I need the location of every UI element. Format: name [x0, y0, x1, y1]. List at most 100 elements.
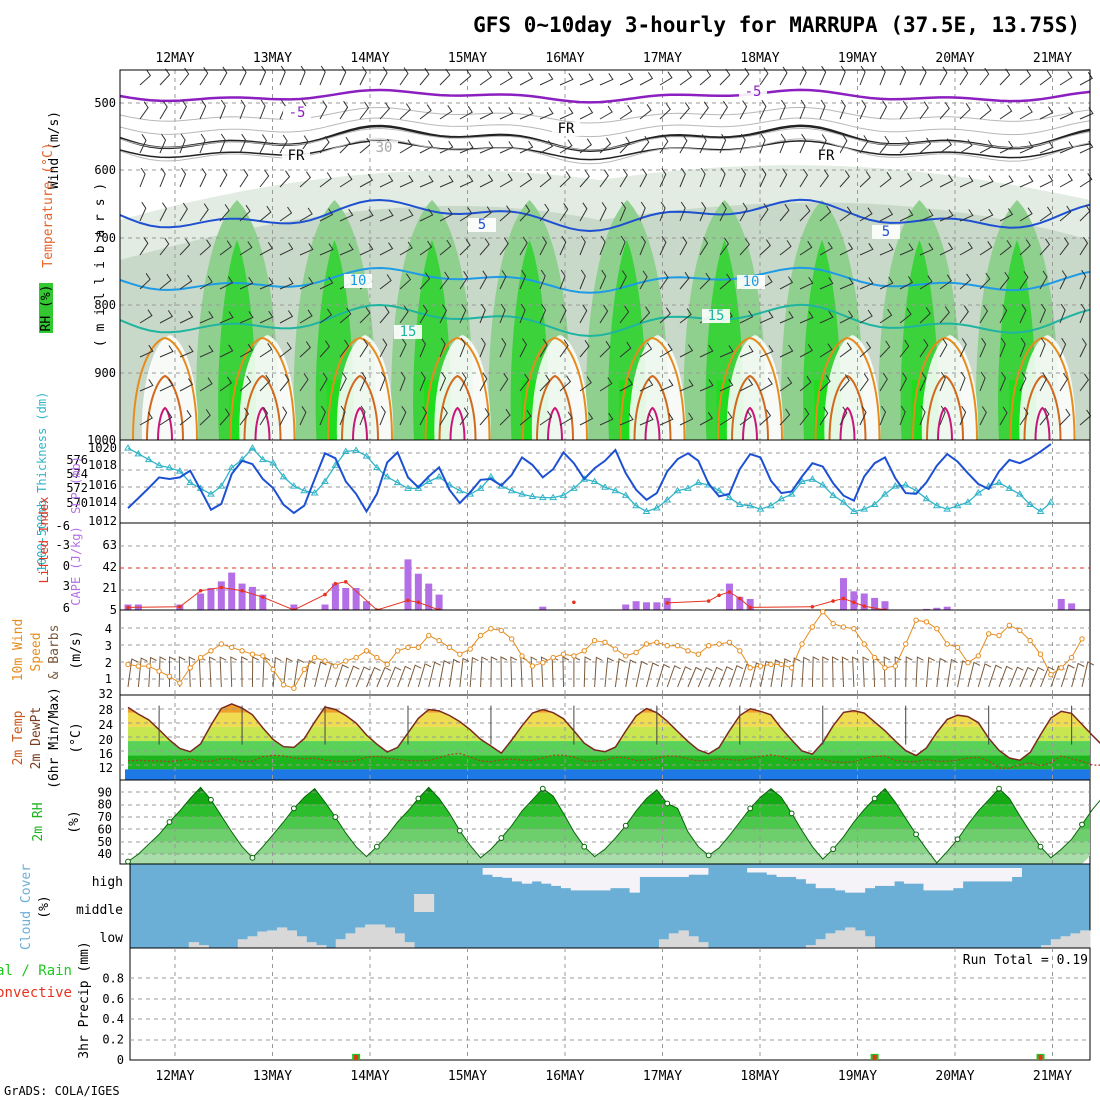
wind-barb: [499, 173, 513, 188]
wind10m-barb: [158, 656, 167, 688]
rh2m-point: [996, 785, 1002, 792]
precip-tick: 0.4: [102, 1012, 124, 1026]
wind-barb: [179, 310, 194, 324]
wind10m-barb: [1019, 666, 1035, 688]
wind10m-barb: [178, 656, 186, 688]
wind10m-point: [467, 646, 473, 652]
wind-barb: [739, 378, 754, 392]
wind10m-point: [944, 641, 950, 647]
rh2m-point: [664, 800, 671, 807]
wind-barb: [159, 411, 173, 426]
contour-label: FR: [558, 121, 575, 137]
wind10m-point: [623, 653, 629, 659]
thickness-point: [995, 478, 1003, 486]
wind-barb: [779, 66, 788, 86]
low-cloud-cell: [658, 939, 670, 948]
wind-barb: [499, 205, 512, 222]
wind-barb: [159, 273, 172, 290]
high-cloud-cell: [776, 868, 787, 877]
wind10m-barb: [303, 659, 316, 688]
wind-barb: [539, 410, 553, 426]
wind-barb: [1059, 141, 1074, 154]
wind-barb: [859, 171, 871, 188]
li-tick: 0: [63, 559, 70, 573]
precip-convective-bar: [354, 1054, 359, 1060]
thickness-point: [455, 486, 464, 494]
wind10m-barb: [376, 666, 392, 688]
cape-bar: [736, 596, 744, 610]
low-cloud-cell: [237, 939, 249, 948]
precip-bars: [352, 1053, 1045, 1060]
thickness-point: [518, 490, 526, 497]
wind-barb: [419, 240, 433, 256]
wind10m-point: [685, 648, 691, 654]
wind10m-point: [633, 649, 639, 656]
wind-barb: [659, 236, 667, 256]
wind-barb: [619, 341, 632, 358]
thickness-point: [818, 480, 827, 488]
wind-barb: [1059, 270, 1067, 290]
wind-barb: [479, 106, 494, 120]
rh2m-point: [1037, 843, 1044, 850]
wind-barb: [1019, 372, 1027, 392]
barbs-axis-label: & Barbs: [47, 625, 62, 680]
wind-barb: [779, 376, 793, 392]
contour-25: [731, 374, 769, 441]
wind-barb: [519, 269, 527, 290]
wind-barb: [799, 241, 813, 256]
contour-30: [352, 406, 368, 441]
wind-barb: [1079, 236, 1089, 256]
wind-barb: [879, 340, 891, 358]
wind-barb: [839, 277, 854, 290]
wind-barb: [139, 237, 149, 256]
wind10m-panel: 4 3 2 1 10m Wind Speed (m/s) & Barbs: [11, 609, 1095, 696]
temp2m-tick: 16: [99, 747, 113, 761]
rh2m-point: [456, 827, 463, 834]
wind-barb: [899, 208, 914, 222]
wind-barb: [579, 138, 592, 154]
wind-barb: [819, 241, 833, 256]
wind10m-point: [716, 641, 722, 647]
wind-barb: [819, 99, 826, 120]
wind10m-point: [1068, 654, 1075, 661]
rh2m-point: [249, 854, 256, 861]
wind-barb: [539, 107, 554, 120]
pressure-tick-label: 900: [94, 366, 116, 380]
wind10m-point: [830, 620, 836, 627]
wind-barb: [359, 242, 374, 256]
wind10m-barb: [530, 656, 538, 688]
wind-barb: [1079, 338, 1087, 358]
cape-tick: 5: [110, 603, 117, 617]
wind-barb: [719, 273, 732, 290]
contour-25: [341, 374, 379, 441]
wind-barb: [459, 207, 473, 222]
lifted-index-point: [852, 600, 856, 605]
bottom-date-axis: 12MAY 13MAY 14MAY 15MAY 16MAY 17MAY 18MAY 19MAY…: [155, 1069, 1072, 1084]
contour-30: [547, 406, 563, 441]
wind-barb: [759, 168, 767, 188]
cape-bar: [871, 597, 879, 610]
contour-25: [633, 374, 672, 441]
wind-barb: [379, 306, 390, 324]
thickness-point: [881, 490, 889, 497]
thickness-point: [165, 463, 174, 471]
wind10m-barb: [562, 656, 570, 688]
wind-barb: [279, 373, 290, 392]
bottom-date-label: 21MAY: [1033, 1069, 1072, 1084]
wind10m-barb: [936, 657, 947, 688]
rh2m-point: [539, 785, 546, 792]
wind10m-barb: [500, 656, 508, 688]
wind-barb: [1039, 407, 1050, 426]
wind-barb: [879, 308, 893, 324]
wind-barb: [139, 69, 152, 86]
wind-barb: [379, 242, 394, 256]
wind-barb: [199, 409, 211, 426]
thickness-point: [538, 493, 547, 501]
wind-barb: [519, 338, 527, 358]
cape-bar: [414, 573, 422, 610]
wind-barb: [819, 134, 827, 154]
wind10m-axis-label: 10m Wind: [11, 619, 26, 682]
bottom-date-label: 16MAY: [545, 1069, 584, 1084]
wind-barb: [479, 372, 488, 392]
high-cloud-cell: [825, 868, 836, 889]
